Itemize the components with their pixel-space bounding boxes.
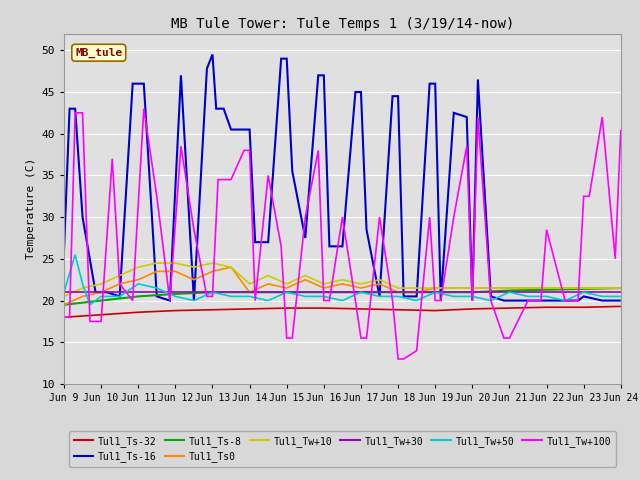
Y-axis label: Temperature (C): Temperature (C): [26, 158, 36, 259]
Text: MB_tule: MB_tule: [75, 48, 122, 58]
Title: MB Tule Tower: Tule Temps 1 (3/19/14-now): MB Tule Tower: Tule Temps 1 (3/19/14-now…: [171, 17, 514, 31]
Legend: Tul1_Ts-32, Tul1_Ts-16, Tul1_Ts-8, Tul1_Ts0, Tul1_Tw+10, Tul1_Tw+30, Tul1_Tw+50,: Tul1_Ts-32, Tul1_Ts-16, Tul1_Ts-8, Tul1_…: [69, 431, 616, 468]
